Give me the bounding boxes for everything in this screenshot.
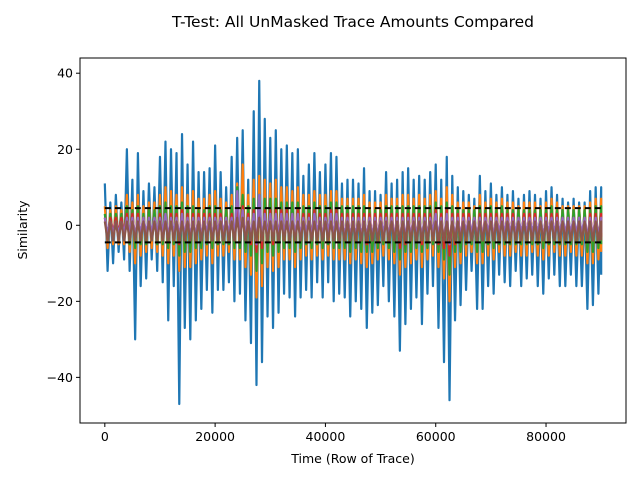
y-tick-label: 0 xyxy=(65,218,73,233)
x-tick-label: 20000 xyxy=(195,429,235,444)
y-axis-ticks: −40 −20 0 20 40 xyxy=(47,66,80,385)
y-tick-label: −20 xyxy=(47,294,73,309)
axes-frame xyxy=(79,57,627,424)
x-tick-label: 60000 xyxy=(416,429,456,444)
series-line-6 xyxy=(103,216,603,242)
x-axis-ticks: 0 20000 40000 60000 80000 xyxy=(101,423,566,444)
threshold-layer xyxy=(104,207,602,244)
x-tick-label: 0 xyxy=(101,429,109,444)
y-tick-label: −40 xyxy=(47,370,73,385)
x-tick-label: 40000 xyxy=(306,429,346,444)
y-tick-label: 40 xyxy=(57,66,73,81)
chart-title: T-Test: All UnMasked Trace Amounts Compa… xyxy=(171,13,534,31)
x-tick-label: 80000 xyxy=(526,429,566,444)
y-tick-label: 20 xyxy=(57,142,73,157)
series-layer xyxy=(103,79,603,406)
y-axis-label: Similarity xyxy=(15,200,30,260)
x-axis-label: Time (Row of Trace) xyxy=(290,451,414,466)
